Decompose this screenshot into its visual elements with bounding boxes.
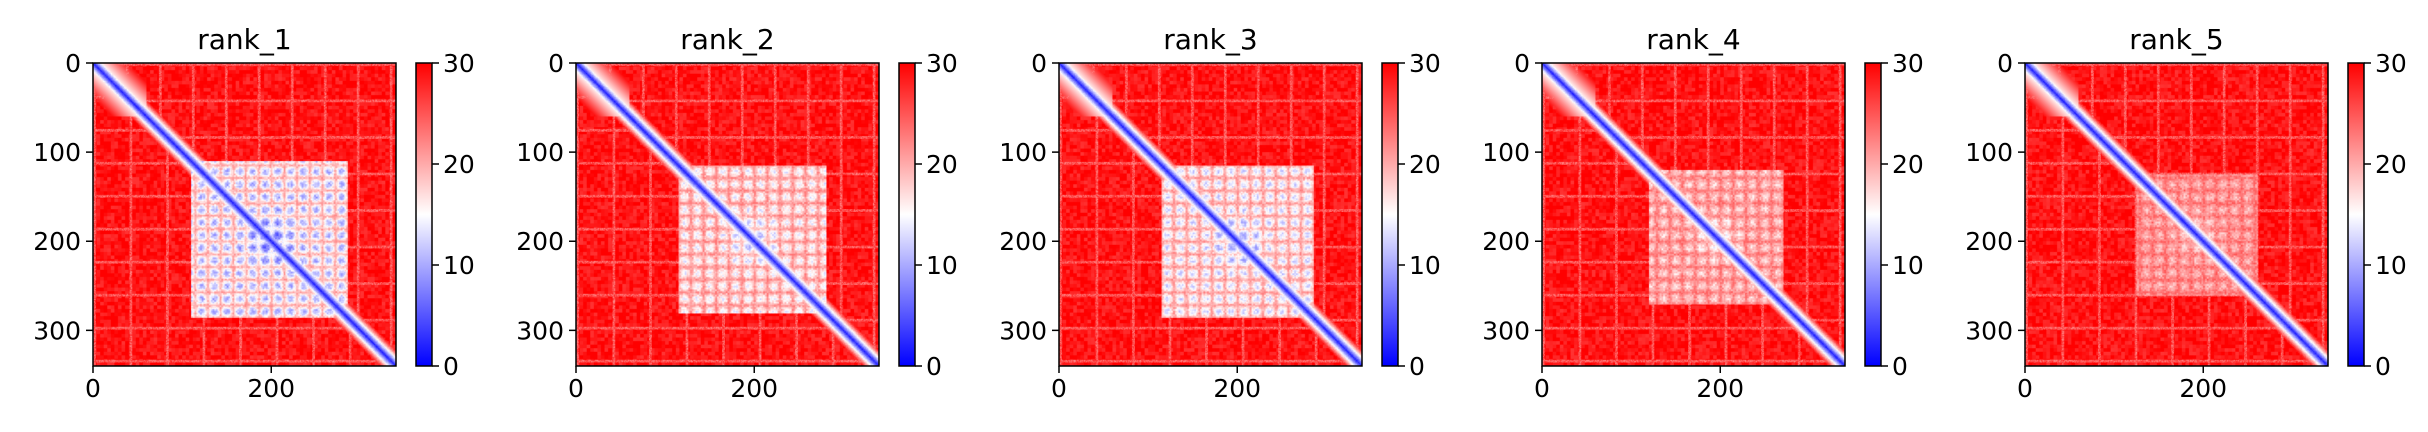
y-tick-label: 100 bbox=[1482, 138, 1530, 167]
colorbar-tick-label: 0 bbox=[1892, 352, 1908, 381]
colorbar-tick-label: 10 bbox=[926, 251, 958, 280]
colorbar bbox=[1381, 62, 1399, 367]
y-tick-label: 300 bbox=[999, 316, 1047, 345]
y-tick-label: 0 bbox=[1031, 49, 1047, 78]
y-tick-label: 100 bbox=[999, 138, 1047, 167]
subplot-title: rank_1 bbox=[197, 23, 291, 56]
colorbar-tick-label: 30 bbox=[926, 49, 958, 78]
subplot-title: rank_4 bbox=[1646, 23, 1740, 56]
x-tick-label: 0 bbox=[568, 374, 584, 403]
colorbar-tick-label: 10 bbox=[443, 251, 475, 280]
x-tick-label: 0 bbox=[1051, 374, 1067, 403]
axes-frame bbox=[92, 62, 397, 367]
x-tick-label: 200 bbox=[1696, 374, 1744, 403]
y-tick-label: 0 bbox=[548, 49, 564, 78]
heatmap-image bbox=[576, 63, 879, 366]
y-tick-label: 200 bbox=[516, 227, 564, 256]
y-tick-label: 300 bbox=[1482, 316, 1530, 345]
heatmap-image bbox=[2025, 63, 2328, 366]
colorbar-tick-label: 10 bbox=[1409, 251, 1441, 280]
y-tick-label: 300 bbox=[516, 316, 564, 345]
axes-frame bbox=[1541, 62, 1846, 367]
x-tick-label: 0 bbox=[85, 374, 101, 403]
y-tick-label: 300 bbox=[33, 316, 81, 345]
y-tick-label: 100 bbox=[1965, 138, 2013, 167]
colorbar bbox=[898, 62, 916, 367]
heatmap-image bbox=[1542, 63, 1845, 366]
axes-frame bbox=[575, 62, 880, 367]
colorbar-tick-label: 20 bbox=[443, 150, 475, 179]
colorbar-tick-label: 10 bbox=[1892, 251, 1924, 280]
colorbar-tick-label: 0 bbox=[926, 352, 942, 381]
colorbar-tick-label: 30 bbox=[443, 49, 475, 78]
y-tick-label: 100 bbox=[516, 138, 564, 167]
y-tick-label: 300 bbox=[1965, 316, 2013, 345]
colorbar bbox=[1864, 62, 1882, 367]
subplot-title: rank_5 bbox=[2129, 23, 2223, 56]
colorbar-tick-label: 30 bbox=[2375, 49, 2407, 78]
x-tick-label: 200 bbox=[247, 374, 295, 403]
x-tick-label: 200 bbox=[730, 374, 778, 403]
heatmap-image bbox=[1059, 63, 1362, 366]
colorbar-tick-label: 30 bbox=[1409, 49, 1441, 78]
x-tick-label: 200 bbox=[2179, 374, 2227, 403]
colorbar-tick-label: 0 bbox=[443, 352, 459, 381]
colorbar-tick-label: 30 bbox=[1892, 49, 1924, 78]
x-tick-label: 200 bbox=[1213, 374, 1261, 403]
colorbar-tick-label: 20 bbox=[1409, 150, 1441, 179]
colorbar bbox=[2347, 62, 2365, 367]
colorbar-tick-label: 20 bbox=[926, 150, 958, 179]
x-tick-label: 0 bbox=[2017, 374, 2033, 403]
colorbar bbox=[415, 62, 433, 367]
y-tick-label: 200 bbox=[33, 227, 81, 256]
colorbar-tick-label: 10 bbox=[2375, 251, 2407, 280]
subplot-title: rank_2 bbox=[680, 23, 774, 56]
y-tick-label: 200 bbox=[1965, 227, 2013, 256]
x-tick-label: 0 bbox=[1534, 374, 1550, 403]
colorbar-tick-label: 20 bbox=[1892, 150, 1924, 179]
colorbar-tick-label: 0 bbox=[2375, 352, 2391, 381]
y-tick-label: 100 bbox=[33, 138, 81, 167]
y-tick-label: 0 bbox=[1514, 49, 1530, 78]
y-tick-label: 0 bbox=[1997, 49, 2013, 78]
y-tick-label: 200 bbox=[1482, 227, 1530, 256]
y-tick-label: 200 bbox=[999, 227, 1047, 256]
subplot-title: rank_3 bbox=[1163, 23, 1257, 56]
colorbar-tick-label: 20 bbox=[2375, 150, 2407, 179]
axes-frame bbox=[1058, 62, 1363, 367]
heatmap-image bbox=[93, 63, 396, 366]
axes-frame bbox=[2024, 62, 2329, 367]
colorbar-tick-label: 0 bbox=[1409, 352, 1425, 381]
y-tick-label: 0 bbox=[65, 49, 81, 78]
